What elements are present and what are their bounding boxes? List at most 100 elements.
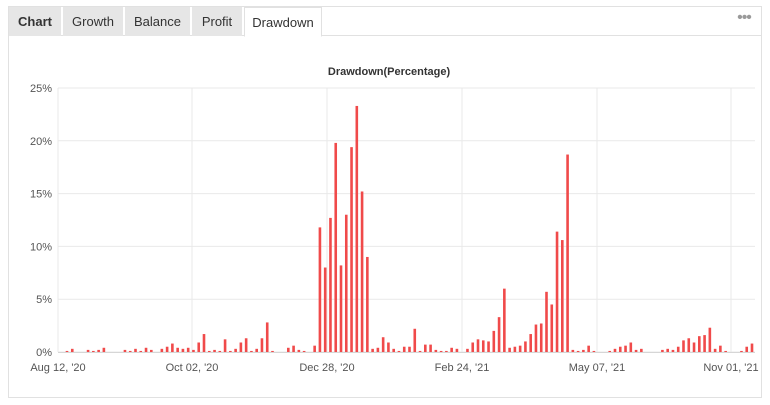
drawdown-bar: [223, 339, 227, 352]
drawdown-bar: [139, 350, 143, 352]
drawdown-bar: [260, 338, 264, 352]
drawdown-bar: [582, 349, 585, 352]
drawdown-bar: [466, 348, 469, 352]
drawdown-bar: [587, 345, 590, 352]
drawdown-bar: [97, 349, 100, 352]
drawdown-bar: [576, 350, 580, 352]
drawdown-bar: [397, 350, 401, 352]
drawdown-bar: [703, 335, 706, 352]
drawdown-bar: [176, 347, 179, 352]
drawdown-bar: [197, 342, 201, 352]
x-tick-label: Nov 01, '21: [703, 362, 758, 374]
drawdown-bar: [682, 340, 685, 352]
drawdown-bar: [724, 350, 727, 352]
chart-panel: Chart Growth Balance Profit Drawdown •••…: [8, 6, 762, 398]
drawdown-bar: [360, 191, 364, 352]
chart-grid: [57, 87, 755, 353]
drawdown-bar: [350, 147, 353, 352]
drawdown-bar: [408, 346, 411, 352]
drawdown-bar: [323, 267, 327, 352]
x-tick-label: Dec 28, '20: [299, 362, 354, 374]
drawdown-bar: [613, 348, 617, 352]
drawdown-bar: [302, 350, 306, 352]
y-tick-label: 20%: [30, 136, 52, 148]
drawdown-bar: [160, 348, 164, 352]
drawdown-bar: [255, 348, 258, 352]
x-tick-label: Oct 02, '20: [166, 362, 219, 374]
y-tick-label: 0%: [36, 347, 52, 359]
drawdown-bar: [571, 349, 575, 352]
drawdown-bar: [329, 217, 332, 352]
drawdown-bar: [265, 322, 269, 352]
drawdown-bar: [250, 350, 253, 352]
drawdown-bar: [271, 350, 274, 352]
drawdown-bar: [450, 347, 453, 352]
drawdown-bar: [192, 349, 195, 352]
drawdown-bar: [476, 339, 480, 352]
x-tick-label: Aug 12, '20: [30, 362, 85, 374]
y-tick-label: 25%: [30, 83, 52, 95]
drawdown-bar: [439, 350, 443, 352]
drawdown-bar: [413, 328, 417, 352]
drawdown-bar: [128, 350, 132, 352]
drawdown-bar: [481, 340, 485, 352]
drawdown-bar: [555, 231, 559, 352]
x-tick-label: Feb 24, '21: [435, 362, 490, 374]
drawdown-bar: [218, 350, 222, 352]
drawdown-bar: [629, 342, 633, 352]
drawdown-bar: [418, 350, 422, 352]
drawdown-bar: [518, 345, 522, 352]
drawdown-bar: [150, 349, 153, 352]
drawdown-bar: [676, 346, 680, 352]
drawdown-bar: [239, 342, 243, 352]
tab-bar: Chart Growth Balance Profit Drawdown •••: [9, 7, 761, 37]
tab-drawdown[interactable]: Drawdown: [244, 7, 322, 37]
drawdown-chart: Drawdown(Percentage) 0% 5% 10% 15% 20% 25% Au…: [30, 66, 759, 374]
y-tick-label: 15%: [30, 189, 52, 201]
drawdown-bar: [671, 349, 675, 352]
drawdown-bar: [229, 350, 232, 352]
x-tick-label: May 07, '21: [569, 362, 626, 374]
drawdown-bar: [566, 154, 569, 352]
drawdown-bar: [529, 334, 532, 352]
drawdown-bar: [740, 350, 743, 352]
tab-profit[interactable]: Profit: [192, 7, 242, 36]
chart-title: Drawdown(Percentage): [328, 66, 451, 78]
drawdown-bar: [692, 342, 696, 352]
drawdown-bar: [381, 337, 385, 352]
tab-balance[interactable]: Balance: [125, 7, 190, 36]
drawdown-bar: [334, 142, 338, 352]
y-axis: 0% 5% 10% 15% 20% 25%: [30, 83, 52, 359]
drawdown-bar: [666, 348, 669, 352]
drawdown-bar: [624, 345, 627, 352]
more-dots-icon[interactable]: •••: [737, 9, 752, 26]
drawdown-bar: [539, 323, 543, 352]
drawdown-bar: [429, 344, 432, 352]
tab-growth[interactable]: Growth: [63, 7, 123, 36]
drawdown-bar: [434, 349, 438, 352]
drawdown-bar: [661, 349, 664, 352]
x-axis: Aug 12, '20 Oct 02, '20 Dec 28, '20 Feb 24,…: [30, 362, 758, 374]
drawdown-bar: [708, 327, 712, 352]
drawdown-bar: [102, 347, 106, 352]
drawdown-bar: [592, 350, 596, 352]
drawdown-bar: [292, 345, 295, 352]
drawdown-bar: [287, 347, 290, 352]
drawdown-bar: [750, 343, 754, 352]
drawdown-bar: [618, 346, 622, 352]
tab-chart[interactable]: Chart: [9, 7, 61, 36]
drawdown-bar: [698, 336, 701, 352]
drawdown-bar: [134, 348, 137, 352]
drawdown-bar: [745, 346, 749, 352]
drawdown-bar: [92, 350, 95, 352]
drawdown-bar: [339, 265, 343, 352]
drawdown-bar: [123, 349, 127, 352]
drawdown-bar: [366, 256, 369, 352]
drawdown-bar: [355, 105, 359, 352]
drawdown-bar: [719, 345, 722, 352]
drawdown-bar: [445, 350, 448, 352]
drawdown-bar: [492, 330, 496, 352]
drawdown-bar: [687, 338, 691, 352]
drawdown-bar: [181, 348, 185, 352]
y-tick-label: 5%: [36, 294, 52, 306]
